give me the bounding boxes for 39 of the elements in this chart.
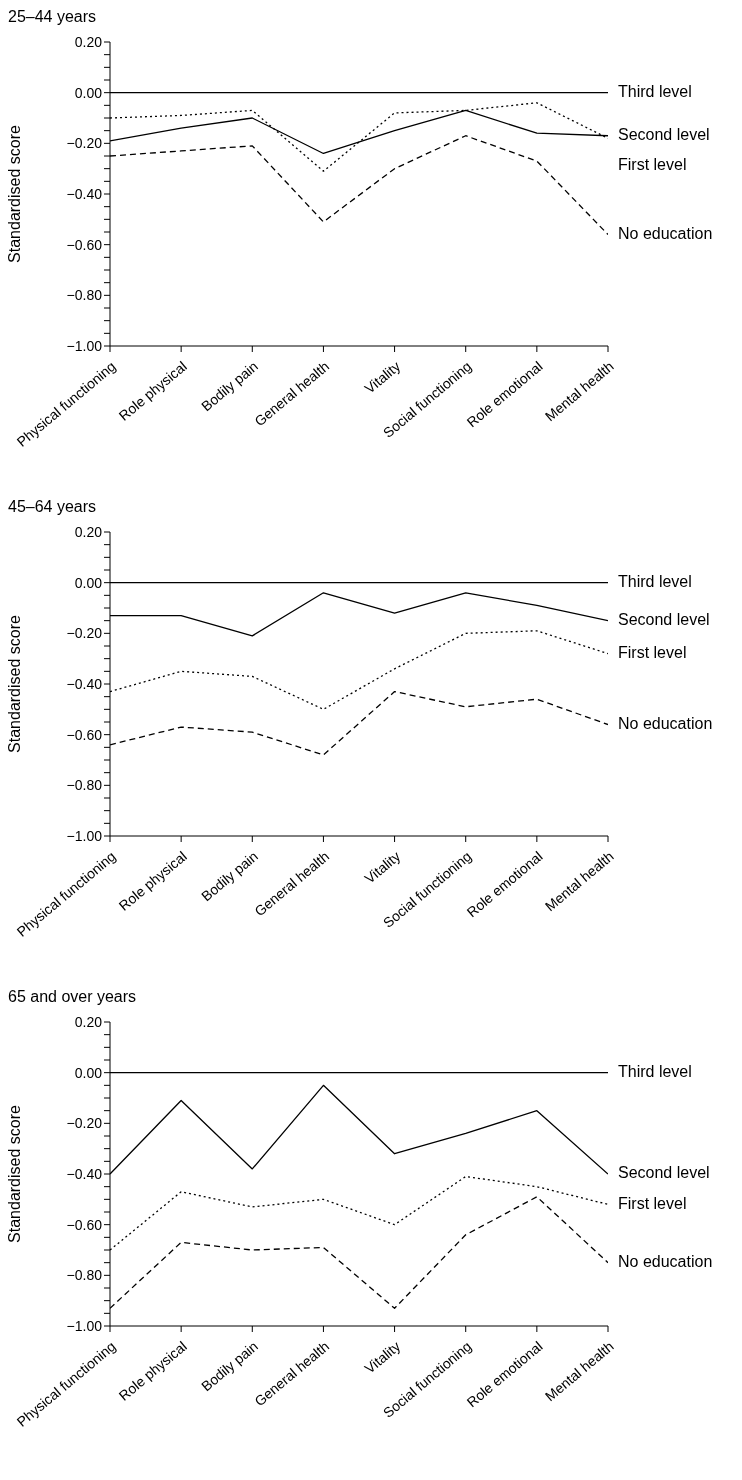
y-axis-title: Standardised score [5,124,23,263]
y-tick-label: −1.00 [66,337,103,354]
y-axis-title: Standardised score [5,1104,23,1243]
series-label: Third level [618,572,692,590]
series-label: First level [618,643,687,661]
series-label: No education [618,1252,713,1270]
y-tick-label: −0.20 [66,135,103,152]
y-axis-title: Standardised score [5,614,23,753]
series-label: Second level [618,1164,710,1182]
y-tick-label: 0.20 [74,523,103,540]
chart-title: 25–44 years [8,8,98,27]
y-tick-label: −0.40 [66,1165,103,1182]
y-tick-label: −0.60 [66,1216,103,1233]
y-tick-label: −1.00 [66,1317,103,1334]
y-tick-label: 0.20 [74,1013,103,1030]
y-tick-label: 0.00 [74,84,103,101]
y-tick-label: −0.80 [66,777,103,794]
chart-title: 65 and over years [8,988,138,1007]
y-tick-label: −0.40 [66,675,103,692]
y-tick-label: −0.20 [66,625,103,642]
series-label: Second level [618,610,710,628]
y-tick-label: 0.00 [74,574,103,591]
y-tick-label: −0.80 [66,287,103,304]
series-label: No education [618,714,713,732]
series-label: Third level [618,1062,692,1080]
series-label: Second level [618,125,710,143]
y-tick-label: −0.20 [66,1115,103,1132]
y-tick-label: −0.60 [66,726,103,743]
y-tick-label: −1.00 [66,827,103,844]
y-tick-label: 0.00 [74,1064,103,1081]
series-label: No education [618,224,713,242]
chart-title: 45–64 years [8,498,98,517]
y-tick-label: −0.80 [66,1267,103,1284]
y-tick-label: −0.40 [66,185,103,202]
series-label: First level [618,155,687,173]
y-tick-label: 0.20 [74,33,103,50]
y-tick-label: −0.60 [66,236,103,253]
series-label: First level [618,1194,687,1212]
series-label: Third level [618,82,692,100]
